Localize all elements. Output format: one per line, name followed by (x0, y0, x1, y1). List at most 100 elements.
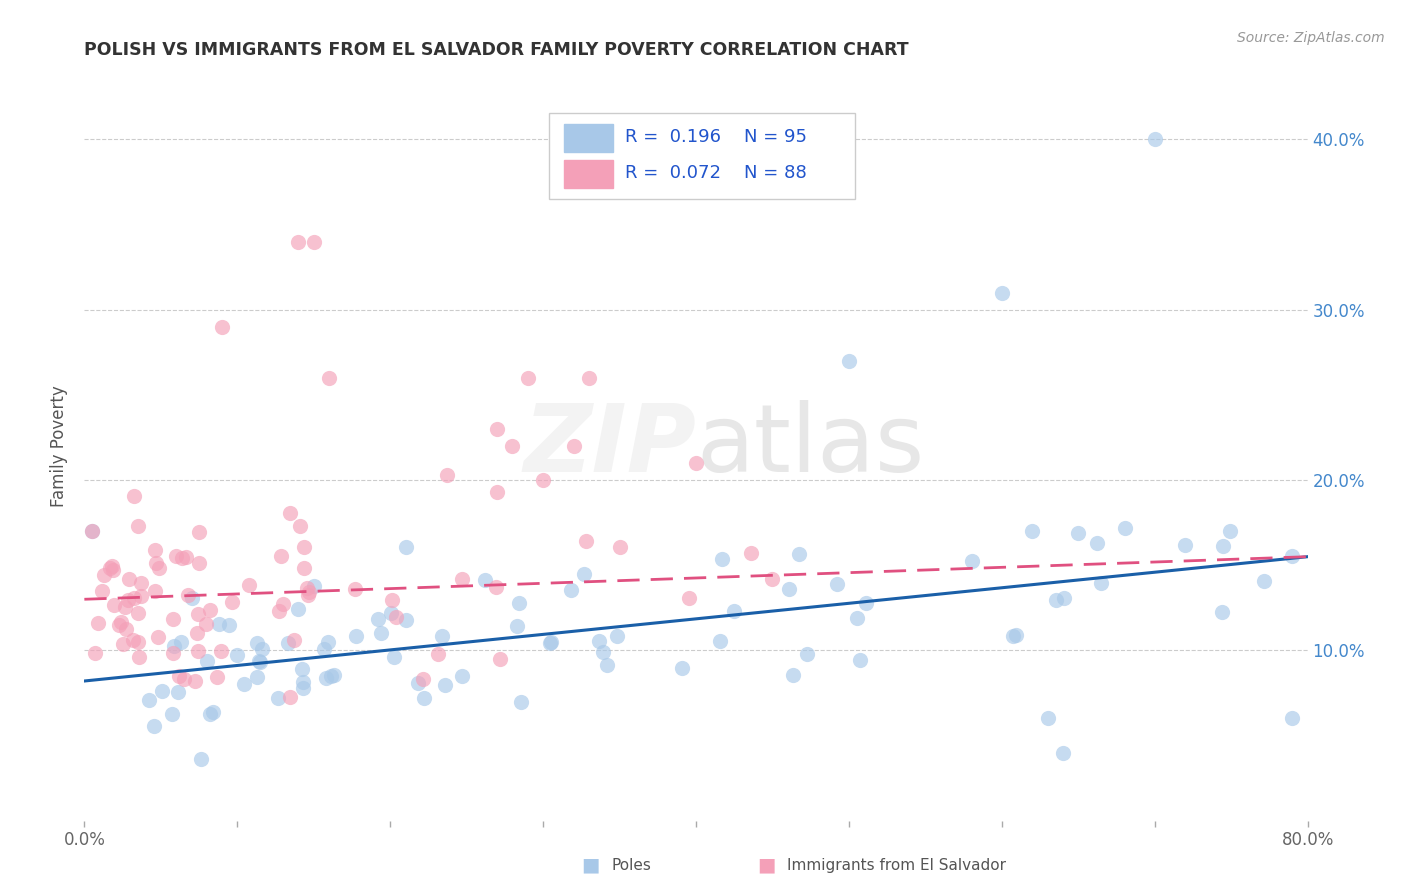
Point (1281, 549, 1303, 564)
Point (287, 601, 309, 615)
Point (218, 618, 240, 632)
Point (344, 582, 367, 597)
Point (232, 677, 254, 691)
Point (685, 456, 707, 470)
Text: Poles: Poles (612, 858, 651, 872)
Point (572, 566, 595, 581)
Point (278, 690, 301, 704)
Point (86, 615, 108, 630)
Point (1045, 593, 1067, 607)
Point (143, 583, 166, 598)
Point (740, 546, 762, 560)
Point (1212, 539, 1234, 553)
Y-axis label: Family Poverty: Family Poverty (51, 385, 69, 507)
Point (506, 619, 529, 633)
Point (426, 647, 449, 661)
Point (292, 681, 315, 696)
Point (103, 598, 125, 612)
Point (291, 675, 314, 690)
Point (302, 579, 325, 593)
Point (173, 672, 195, 686)
Point (280, 506, 302, 520)
Point (287, 235, 309, 249)
Point (84, 646, 107, 660)
Point (167, 685, 190, 699)
Point (502, 439, 524, 453)
Point (226, 648, 249, 663)
Point (110, 615, 132, 629)
Point (277, 635, 299, 649)
Point (1067, 526, 1090, 541)
Point (761, 572, 783, 586)
Point (1036, 711, 1059, 725)
Point (485, 581, 508, 595)
Point (98, 561, 121, 575)
Point (291, 662, 314, 676)
Point (101, 563, 124, 577)
Point (146, 630, 169, 644)
Point (80, 524, 103, 538)
Point (209, 644, 232, 658)
Point (1090, 575, 1112, 590)
Point (381, 593, 404, 607)
Point (201, 706, 224, 720)
Point (516, 371, 538, 385)
Point (1174, 538, 1197, 552)
Point (292, 540, 315, 554)
Point (129, 575, 152, 590)
Point (142, 719, 165, 733)
Point (380, 606, 402, 620)
Point (194, 616, 217, 631)
Point (413, 691, 436, 706)
Point (395, 613, 418, 627)
Point (588, 634, 610, 648)
Text: ■: ■ (756, 855, 776, 875)
Point (271, 597, 294, 611)
Point (91, 584, 114, 599)
Point (385, 610, 408, 624)
Point (723, 604, 745, 618)
Point (195, 654, 218, 668)
Point (100, 558, 122, 573)
Point (991, 285, 1014, 300)
Point (292, 561, 315, 575)
Point (129, 589, 152, 603)
Point (412, 672, 434, 686)
Point (198, 706, 221, 721)
Point (177, 588, 200, 602)
Point (270, 549, 292, 563)
Point (451, 572, 474, 586)
Point (316, 635, 339, 649)
Point (249, 654, 271, 668)
Point (710, 552, 733, 566)
Point (187, 644, 209, 658)
Point (181, 591, 204, 606)
Point (93, 568, 115, 582)
Point (855, 595, 877, 609)
Point (509, 695, 531, 709)
Point (1053, 591, 1076, 605)
Point (489, 652, 512, 666)
Point (578, 371, 600, 385)
Point (1211, 605, 1233, 619)
Point (1001, 630, 1024, 644)
Point (183, 674, 205, 689)
FancyBboxPatch shape (564, 160, 613, 188)
Point (395, 540, 418, 554)
Point (108, 618, 131, 632)
Point (138, 692, 160, 706)
Point (436, 468, 458, 483)
Point (208, 617, 231, 632)
Point (540, 634, 562, 648)
Point (250, 642, 273, 657)
Point (246, 670, 269, 684)
Point (1114, 521, 1136, 535)
Point (434, 678, 457, 692)
Point (560, 582, 582, 597)
Point (170, 634, 193, 648)
Point (323, 668, 346, 682)
Point (315, 671, 337, 685)
Point (789, 547, 811, 561)
Point (1219, 524, 1241, 538)
Point (432, 629, 454, 643)
